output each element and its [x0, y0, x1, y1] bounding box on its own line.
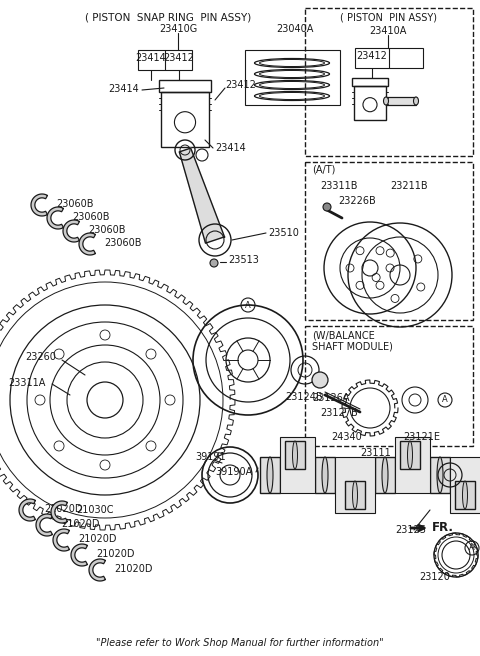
Text: (A/T): (A/T)	[312, 165, 336, 175]
Bar	[335, 457, 375, 513]
Bar	[305, 8, 473, 156]
Polygon shape	[79, 233, 96, 255]
Polygon shape	[51, 501, 68, 523]
Text: 23412: 23412	[357, 51, 387, 61]
Text: 23414: 23414	[136, 53, 167, 63]
Polygon shape	[19, 499, 36, 521]
Polygon shape	[180, 148, 225, 243]
Bar	[400, 441, 420, 469]
Bar	[354, 86, 386, 120]
Ellipse shape	[322, 457, 328, 493]
Text: 23125: 23125	[395, 525, 426, 535]
Ellipse shape	[352, 481, 358, 509]
Bar	[138, 50, 192, 70]
Circle shape	[312, 372, 328, 388]
Bar	[305, 162, 473, 320]
Text: 23226B: 23226B	[338, 196, 376, 206]
Text: (W/BALANCE
SHAFT MODULE): (W/BALANCE SHAFT MODULE)	[312, 330, 393, 352]
Text: 23060B: 23060B	[104, 238, 142, 248]
Text: 23410G: 23410G	[159, 24, 197, 34]
Bar	[345, 481, 365, 509]
Ellipse shape	[382, 457, 388, 493]
Bar	[245, 50, 340, 105]
Text: 23410A: 23410A	[369, 26, 407, 36]
Ellipse shape	[384, 97, 388, 105]
Text: A: A	[469, 544, 475, 552]
Text: A: A	[442, 396, 448, 405]
Bar	[430, 457, 450, 493]
Text: ( PISTON  SNAP RING  PIN ASSY): ( PISTON SNAP RING PIN ASSY)	[85, 12, 251, 22]
Text: 23060B: 23060B	[72, 212, 109, 222]
Text: 23124B: 23124B	[285, 392, 323, 402]
Polygon shape	[47, 207, 63, 229]
Polygon shape	[36, 514, 52, 536]
Polygon shape	[63, 220, 80, 242]
Text: 24340: 24340	[332, 432, 362, 442]
Ellipse shape	[413, 97, 419, 105]
Text: 23211B: 23211B	[390, 181, 428, 191]
Bar	[352, 78, 388, 86]
Text: 21020D: 21020D	[96, 549, 134, 559]
Text: 23311A: 23311A	[8, 378, 46, 388]
Bar	[395, 437, 430, 493]
Text: 21020D: 21020D	[61, 519, 99, 529]
Bar	[450, 457, 480, 513]
Polygon shape	[89, 559, 106, 581]
Bar	[355, 48, 423, 68]
Text: A: A	[245, 300, 251, 310]
Bar	[455, 481, 475, 509]
Ellipse shape	[408, 441, 412, 469]
Text: 39191: 39191	[195, 452, 226, 462]
Text: 23060B: 23060B	[88, 225, 125, 235]
Polygon shape	[31, 194, 48, 216]
Polygon shape	[71, 544, 87, 566]
Text: "Please refer to Work Shop Manual for further information": "Please refer to Work Shop Manual for fu…	[96, 638, 384, 648]
Text: 21030C: 21030C	[76, 505, 113, 515]
Circle shape	[323, 203, 331, 211]
Bar	[375, 457, 395, 493]
Circle shape	[210, 259, 218, 267]
Text: 23412: 23412	[225, 80, 256, 90]
Ellipse shape	[437, 457, 443, 493]
Text: 23127B: 23127B	[320, 408, 358, 418]
Text: 39190A: 39190A	[215, 467, 252, 477]
Text: 23412: 23412	[164, 53, 194, 63]
Bar	[280, 437, 315, 493]
Bar	[315, 457, 335, 493]
Text: 23414: 23414	[108, 84, 139, 94]
Polygon shape	[53, 529, 70, 551]
Text: 23414: 23414	[215, 143, 246, 153]
Text: 21020D: 21020D	[114, 564, 153, 574]
Text: 23260: 23260	[25, 352, 56, 362]
Ellipse shape	[463, 481, 468, 509]
Text: 23121E: 23121E	[404, 432, 441, 442]
Text: 23510: 23510	[268, 228, 299, 238]
Text: ( PISTON  PIN ASSY): ( PISTON PIN ASSY)	[339, 12, 436, 22]
Text: 23513: 23513	[228, 255, 259, 265]
Ellipse shape	[267, 457, 273, 493]
Bar	[285, 441, 305, 469]
Bar	[305, 326, 473, 446]
Text: 23060B: 23060B	[56, 199, 94, 209]
Bar	[159, 80, 211, 92]
Text: 23111: 23111	[360, 448, 391, 458]
Bar	[260, 457, 280, 493]
Text: 23311B: 23311B	[320, 181, 358, 191]
Text: 23040A: 23040A	[276, 24, 314, 34]
Text: 23126A: 23126A	[312, 393, 349, 403]
Text: 21020D: 21020D	[44, 504, 83, 514]
Ellipse shape	[292, 441, 298, 469]
Text: 21020D: 21020D	[78, 534, 117, 544]
Bar	[386, 97, 416, 105]
Bar	[161, 92, 209, 147]
Text: FR.: FR.	[432, 521, 454, 534]
Text: 23120: 23120	[420, 572, 450, 582]
